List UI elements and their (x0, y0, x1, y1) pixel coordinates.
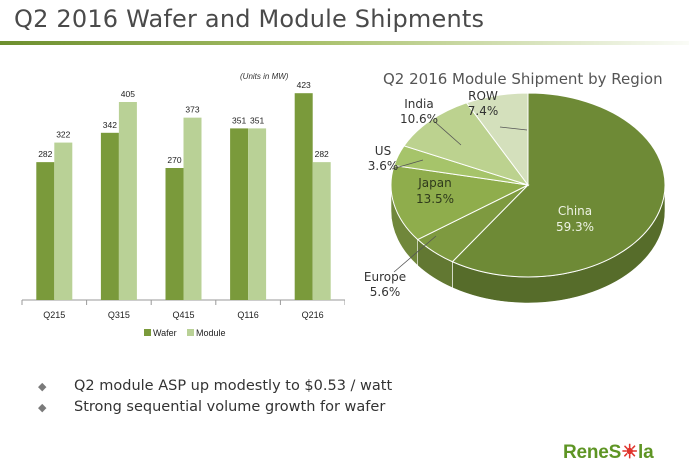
pie-value: 13.5% (416, 192, 454, 206)
units-note: (Units in MW) (240, 72, 289, 81)
wafer-bar (294, 93, 313, 300)
pie-label: ROW (468, 89, 498, 103)
bullet-text: Strong sequential volume growth for wafe… (74, 399, 386, 415)
wafer-module-bar-chart: Q215 282 322 Q315 342 405 Q415 270 373 Q116 351 351… (21, 80, 345, 338)
data-label: 373 (185, 105, 199, 115)
data-label: 342 (103, 120, 117, 130)
pie-slice-china (451, 92, 666, 278)
module-bar (248, 128, 267, 300)
pie-value: 3.6% (368, 159, 399, 173)
diamond-bullet-icon: ◆ (38, 380, 47, 393)
legend-swatch (187, 329, 194, 336)
data-label: 282 (38, 149, 52, 159)
pie-slice-row (465, 92, 529, 187)
pie-chart-title: Q2 2016 Module Shipment by Region (383, 70, 663, 88)
data-label: 351 (250, 115, 264, 125)
pie-slice-india (403, 102, 530, 186)
leader-line (434, 121, 462, 146)
x-tick-label: Q216 (302, 310, 324, 320)
data-label: 270 (167, 155, 181, 165)
x-tick-label: Q116 (237, 310, 258, 320)
page-title: Q2 2016 Wafer and Module Shipments (14, 5, 485, 33)
sun-logo-icon: ☀ (621, 442, 638, 463)
data-label: 322 (56, 130, 70, 140)
pie-label: US (375, 144, 391, 158)
pie-slice-japan (390, 164, 530, 241)
legend-swatch (144, 329, 151, 336)
legend-label: Wafer (153, 328, 177, 338)
pie-label: Japan (417, 176, 451, 190)
pie-value: 59.3% (556, 220, 594, 234)
wafer-bar (230, 128, 249, 300)
data-label: 351 (232, 115, 246, 125)
module-bar (183, 117, 202, 300)
x-tick-label: Q215 (43, 310, 65, 320)
leader-line (391, 159, 424, 170)
pie-value: 5.6% (370, 285, 401, 299)
data-label: 423 (297, 80, 311, 90)
pie-label: China (558, 204, 592, 218)
x-tick-label: Q315 (108, 310, 130, 320)
legend-label: Module (196, 328, 226, 338)
pie-value: 10.6% (400, 112, 438, 126)
x-tick-label: Q415 (172, 310, 194, 320)
diamond-bullet-icon: ◆ (38, 401, 47, 414)
pie-label: Europe (364, 270, 406, 284)
leader-line (393, 235, 437, 273)
data-label: 405 (121, 89, 135, 99)
leader-line (499, 126, 528, 131)
bullet-text: Q2 module ASP up modestly to $0.53 / wat… (74, 378, 393, 394)
pie-label: India (404, 97, 433, 111)
pie-value: 7.4% (468, 104, 499, 118)
wafer-bar (36, 162, 55, 300)
data-label: 282 (315, 149, 329, 159)
module-bar (312, 162, 331, 300)
module-bar (118, 102, 137, 300)
renesola-logo: ReneS☀la (563, 442, 654, 463)
wafer-bar (100, 132, 119, 300)
title-divider (0, 41, 689, 45)
wafer-bar (165, 168, 184, 300)
module-bar (54, 142, 73, 300)
